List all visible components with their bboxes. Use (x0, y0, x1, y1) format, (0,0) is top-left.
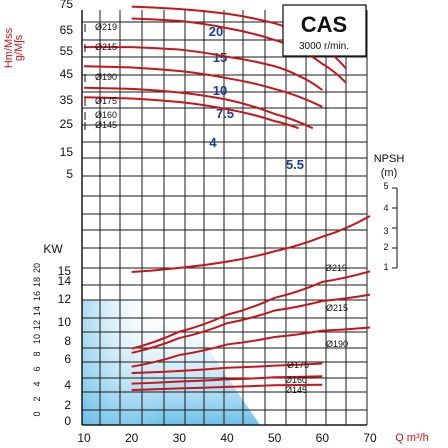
power-hp-tick-label: 14 (32, 306, 42, 316)
head-curve (84, 46, 323, 91)
power-rating-label: 20 (209, 24, 223, 39)
head-tick-label: 75 (60, 0, 74, 11)
power-hp-tick-label: 10 (32, 334, 42, 344)
impeller-label: Ø175 (95, 96, 117, 106)
flow-tick-label: 40 (220, 431, 234, 445)
chart-subtitle: 3000 r/min. (299, 41, 349, 52)
npsh-tick-label: 4 (383, 203, 388, 213)
power-tick-label: 10 (58, 315, 72, 329)
power-curve-label: Ø190 (326, 339, 348, 349)
head-tick-label: 55 (60, 44, 74, 58)
power-tick-label: 4 (64, 378, 71, 392)
power-curve-label: Ø175 (287, 360, 309, 370)
head-curve (83, 96, 299, 130)
impeller-label: Ø145 (95, 120, 117, 130)
flow-tick-label: 30 (173, 431, 187, 445)
power-curve-label: Ø219 (325, 263, 347, 273)
tick-labels: 7565554535251555432115141210864202018161… (32, 0, 398, 445)
npsh-curve (131, 215, 371, 273)
head-curve (83, 65, 323, 108)
power-hp-tick-label: 12 (32, 320, 42, 330)
npsh-tick-label: 3 (383, 226, 388, 236)
power-hp-tick-label: 18 (32, 277, 42, 287)
impeller-label: Ø190 (95, 72, 117, 82)
power-hp-tick-label: 20 (32, 263, 42, 273)
power-hp-tick-label: 2 (32, 396, 42, 401)
impeller-label: Ø160 (95, 110, 117, 120)
power-hp-tick-label: 0 (32, 411, 42, 416)
flow-tick-label: 60 (316, 431, 330, 445)
power-tick-label: 6 (64, 352, 71, 366)
power-rating-label: 10 (213, 83, 227, 98)
power-curve (131, 326, 371, 368)
power-hp-tick-label: 16 (32, 291, 42, 301)
head-axis-label: Hm/Mss (3, 27, 15, 68)
impeller-label: Ø215 (95, 42, 117, 52)
head-tick-label: 35 (60, 93, 74, 107)
head-tick-label: 25 (60, 117, 74, 131)
head-curve (83, 86, 314, 130)
power-rating-label: 5.5 (286, 157, 304, 172)
power-tick-label: 12 (58, 292, 72, 306)
power-curve (131, 293, 371, 354)
title-box (282, 4, 367, 57)
power-tick-label: 0 (64, 414, 71, 428)
grid (81, 10, 368, 426)
power-rating-label: 15 (213, 50, 227, 65)
power-curve (131, 362, 323, 375)
power-curve-label: Ø160 (285, 375, 307, 385)
flow-tick-label: 50 (268, 431, 282, 445)
npsh-tick-label: 5 (383, 181, 388, 191)
flow-tick-label: 10 (77, 431, 91, 445)
power-tick-label: 2 (64, 398, 71, 412)
power-axis-title: KW (43, 242, 63, 256)
chart-title: CAS (301, 12, 347, 37)
power-hp-tick-label: 8 (32, 351, 42, 356)
head-tick-label: 65 (60, 23, 74, 37)
head-tick-label: 15 (60, 145, 74, 159)
power-curve (131, 375, 323, 385)
power-curve (131, 383, 323, 392)
power-rating-label: 4 (209, 135, 217, 150)
power-curve-label: Ø145 (285, 385, 307, 395)
power-curve-label: Ø215 (326, 303, 348, 313)
flow-tick-label: 20 (125, 431, 139, 445)
power-hp-tick-label: 6 (32, 366, 42, 371)
power-tick-label: 15 (58, 264, 72, 278)
npsh-axis-title: NPSH (374, 153, 405, 165)
power-curve (131, 270, 371, 350)
head-tick-label: 5 (66, 167, 73, 181)
power-tick-label: 14 (58, 274, 72, 288)
flow-tick-label: 70 (363, 431, 377, 445)
head-curve (131, 17, 347, 84)
impeller-label: Ø219 (95, 22, 117, 32)
npsh-tick-label: 2 (383, 242, 388, 252)
flow-axis-label: Q m³/h (395, 432, 429, 444)
power-tick-label: 8 (64, 334, 71, 348)
power-hp-tick-label: 4 (32, 381, 42, 386)
head-tick-label: 45 (60, 67, 74, 81)
npsh-tick-label: 1 (383, 262, 388, 272)
head-axis-label-right: g/Mʃs (13, 34, 25, 61)
npsh-axis-unit: (m) (381, 167, 398, 179)
